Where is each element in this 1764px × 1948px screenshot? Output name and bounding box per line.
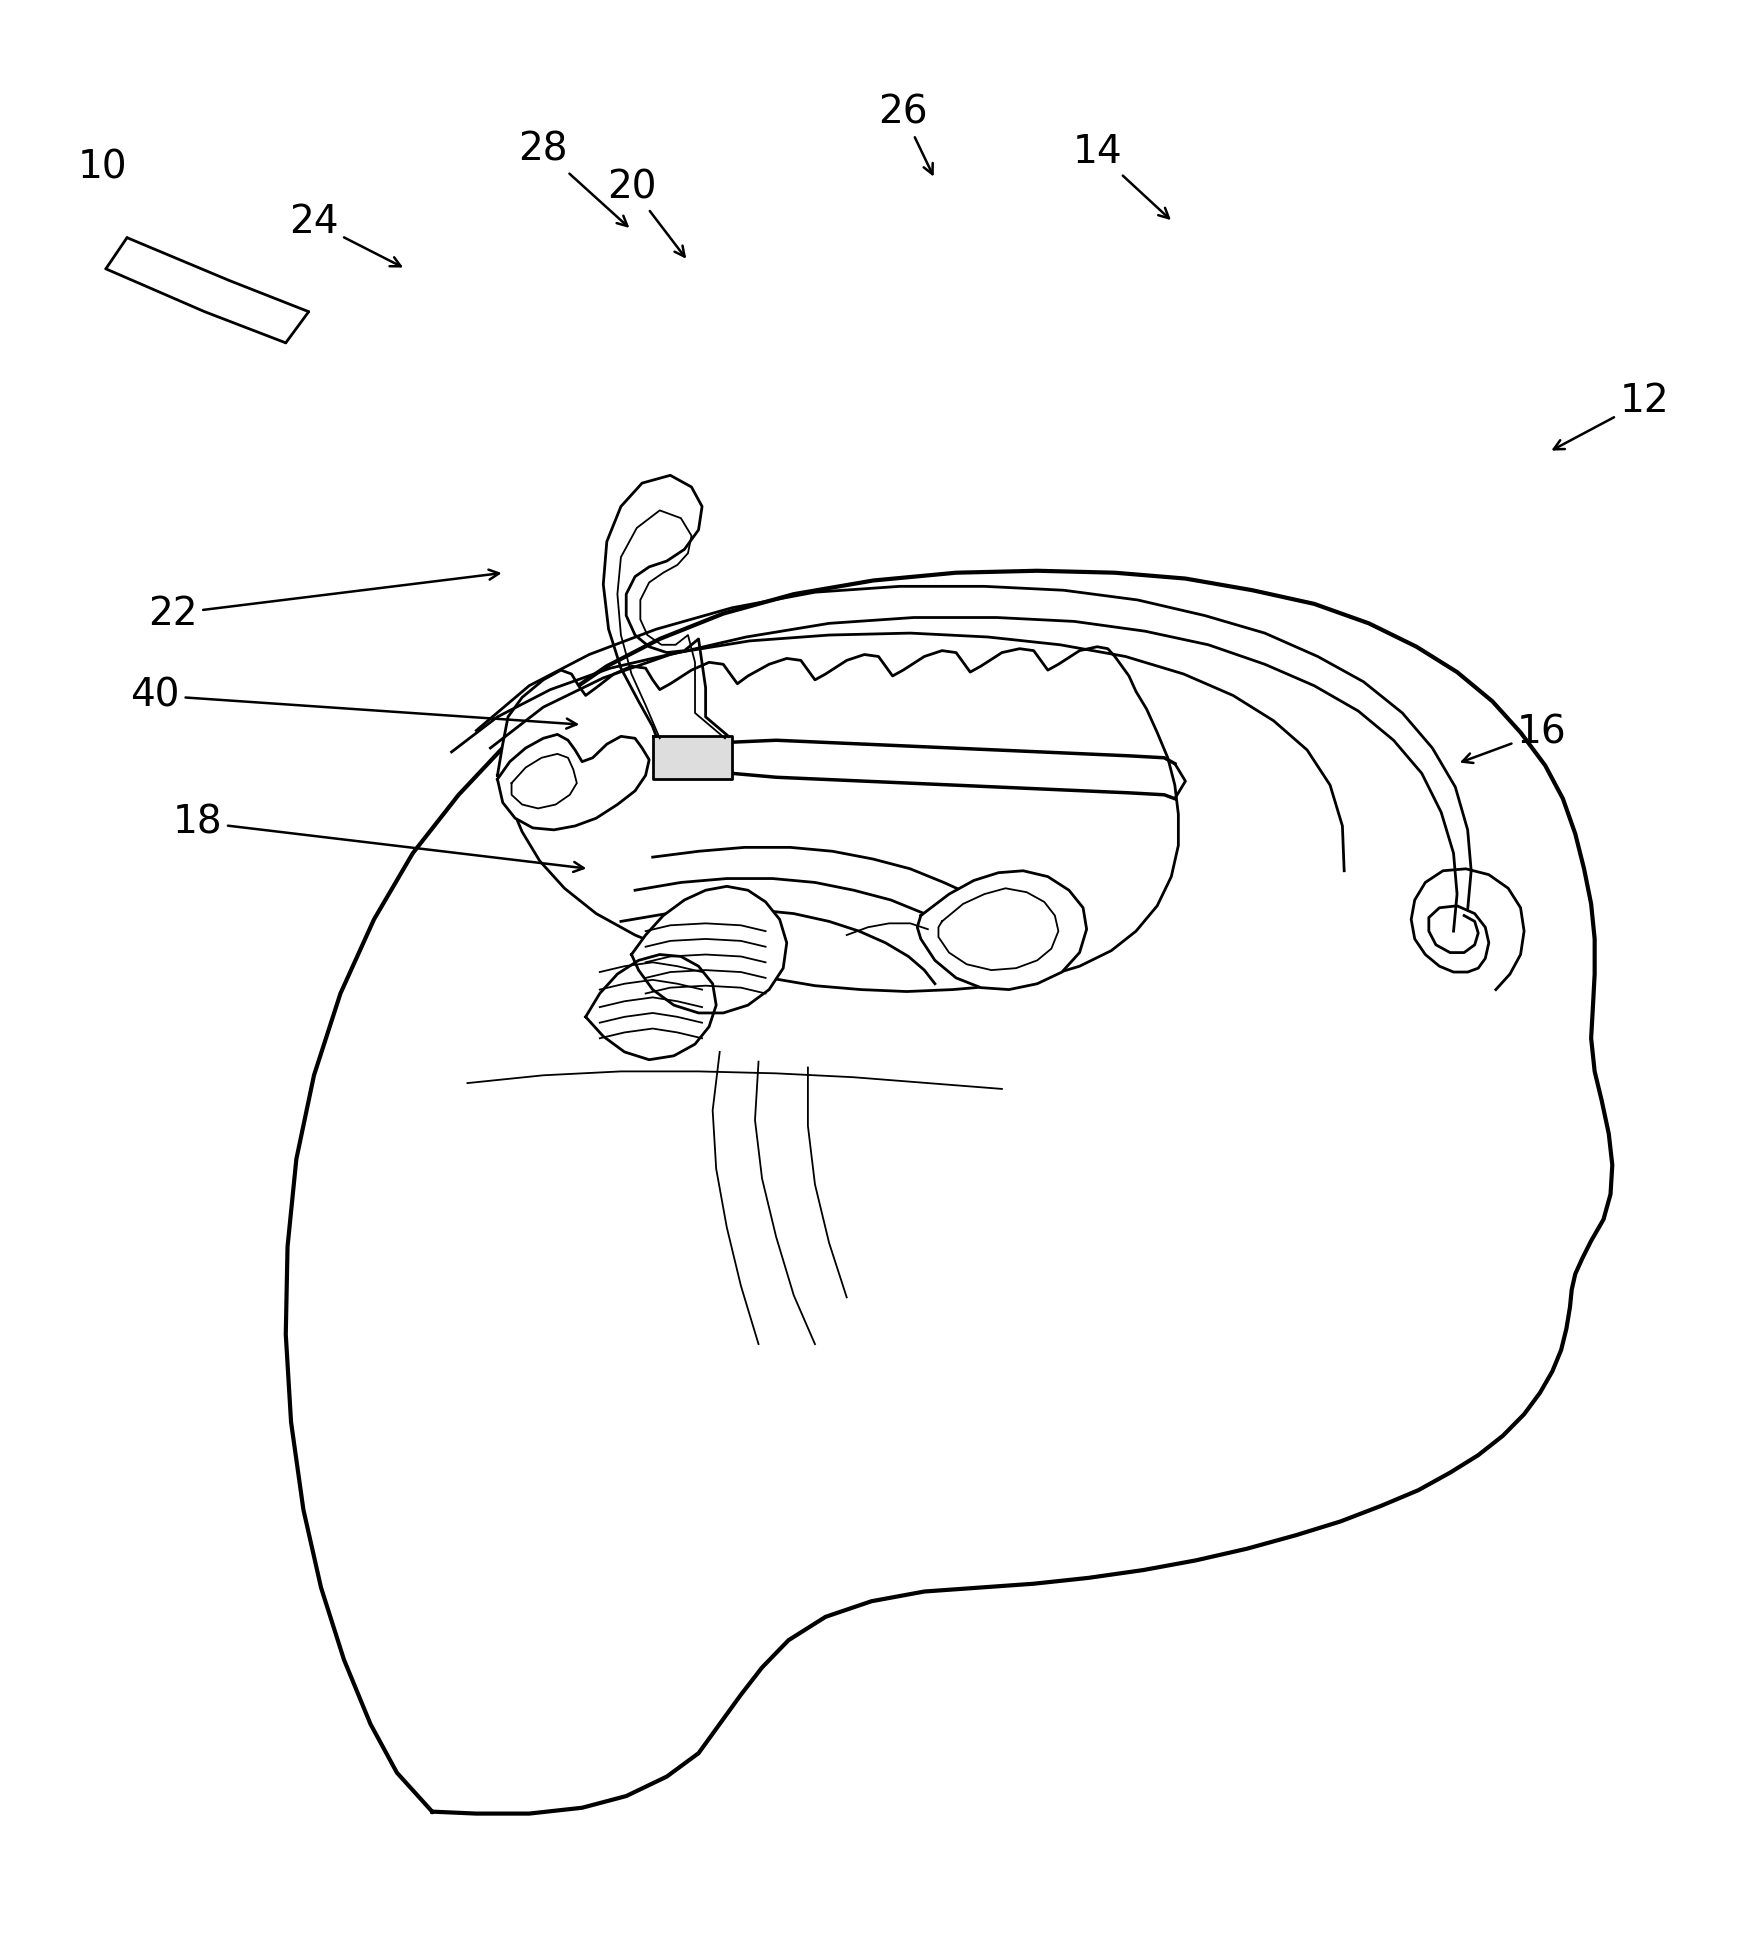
Polygon shape <box>512 754 577 808</box>
Polygon shape <box>497 647 1178 992</box>
Text: 10: 10 <box>78 148 127 187</box>
Text: 40: 40 <box>131 676 577 729</box>
Text: 22: 22 <box>148 569 499 633</box>
Text: 16: 16 <box>1462 713 1566 764</box>
Text: 18: 18 <box>173 803 584 873</box>
Polygon shape <box>286 571 1612 1814</box>
Text: 26: 26 <box>878 94 933 173</box>
Text: 20: 20 <box>607 168 684 257</box>
Polygon shape <box>938 888 1058 970</box>
Polygon shape <box>653 736 732 779</box>
Polygon shape <box>586 955 716 1060</box>
Text: 12: 12 <box>1554 382 1669 450</box>
Polygon shape <box>497 734 649 830</box>
Text: 14: 14 <box>1073 132 1170 218</box>
Polygon shape <box>917 871 1087 990</box>
Text: 24: 24 <box>289 203 400 267</box>
Polygon shape <box>632 886 787 1013</box>
Text: 28: 28 <box>519 131 628 226</box>
